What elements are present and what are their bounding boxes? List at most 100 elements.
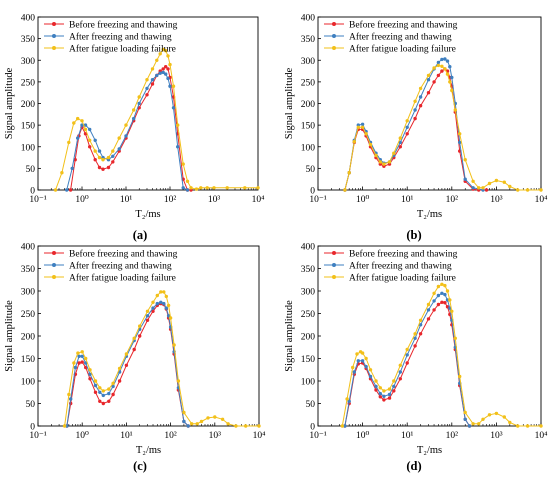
data-point bbox=[150, 67, 155, 71]
data-point bbox=[392, 151, 396, 155]
legend-label: After fatigue loading failure bbox=[349, 273, 456, 284]
data-point bbox=[432, 291, 436, 295]
data-point bbox=[88, 377, 92, 381]
data-point bbox=[378, 395, 382, 399]
data-point bbox=[426, 302, 431, 307]
data-point bbox=[164, 306, 168, 310]
data-point bbox=[525, 424, 530, 428]
y-tick-label: 250 bbox=[301, 310, 316, 320]
data-point bbox=[67, 140, 71, 145]
data-point bbox=[436, 63, 441, 68]
y-axis-label: Signal amplitude bbox=[284, 67, 295, 139]
data-point bbox=[382, 398, 386, 402]
data-point bbox=[463, 410, 467, 415]
data-point bbox=[176, 379, 181, 383]
data-point bbox=[436, 302, 441, 307]
data-point bbox=[432, 299, 436, 303]
y-tick-label: 250 bbox=[21, 78, 36, 88]
data-point bbox=[448, 65, 452, 69]
legend-marker bbox=[332, 46, 336, 50]
data-point bbox=[166, 76, 170, 81]
x-axis-label: T₂/ms bbox=[417, 445, 442, 456]
legend-label: After fatigue loading failure bbox=[69, 44, 176, 55]
data-point bbox=[436, 60, 441, 65]
y-tick-label: 50 bbox=[306, 400, 316, 410]
x-axis-label: T₂/ms bbox=[136, 445, 161, 456]
series-line-2 bbox=[344, 58, 484, 191]
data-point bbox=[413, 336, 417, 340]
legend-label: After freezing and thawing bbox=[349, 32, 452, 43]
data-point bbox=[360, 359, 365, 363]
panel-label: (a) bbox=[133, 228, 148, 242]
data-point bbox=[392, 389, 396, 393]
data-point bbox=[418, 318, 423, 322]
data-point bbox=[101, 158, 105, 162]
data-point bbox=[171, 84, 176, 88]
data-point bbox=[458, 132, 462, 136]
data-point bbox=[347, 399, 351, 403]
data-point bbox=[84, 365, 88, 370]
data-point bbox=[132, 336, 136, 340]
chart-panel-a: 0 50 100 150 200 250 300 350 400 10⁻¹ 10⁰ 10¹ 10² 10³… bbox=[4, 14, 265, 243]
data-point bbox=[368, 142, 373, 147]
data-point bbox=[97, 155, 102, 160]
data-point bbox=[77, 354, 81, 358]
series-line-2 bbox=[344, 292, 470, 427]
x-tick-label: 10⁻¹ bbox=[29, 431, 47, 441]
data-point bbox=[107, 391, 111, 396]
data-point bbox=[111, 149, 115, 153]
y-tick-label: 50 bbox=[306, 165, 316, 175]
data-point bbox=[93, 138, 97, 142]
data-point bbox=[98, 390, 102, 394]
data-point bbox=[182, 419, 186, 424]
data-point bbox=[453, 336, 457, 340]
data-point bbox=[101, 393, 106, 398]
legend-marker bbox=[52, 46, 56, 50]
data-point bbox=[405, 361, 409, 365]
y-tick-label: 0 bbox=[310, 423, 315, 433]
data-point bbox=[101, 389, 106, 393]
x-tick-label: 10⁰ bbox=[75, 195, 89, 205]
data-point bbox=[168, 316, 173, 320]
data-point bbox=[413, 99, 417, 104]
y-tick-label: 0 bbox=[310, 187, 315, 197]
data-point bbox=[487, 181, 492, 186]
data-point bbox=[405, 119, 409, 123]
data-point bbox=[443, 57, 447, 61]
data-point bbox=[159, 300, 163, 304]
data-point bbox=[220, 417, 225, 421]
data-point bbox=[356, 359, 360, 363]
data-point bbox=[392, 379, 396, 383]
data-point bbox=[117, 147, 121, 151]
data-point bbox=[458, 140, 462, 145]
data-point bbox=[368, 368, 373, 372]
data-point bbox=[374, 153, 378, 158]
series-line-2 bbox=[66, 301, 189, 427]
data-point bbox=[453, 108, 457, 112]
y-tick-label: 100 bbox=[301, 378, 316, 388]
data-point bbox=[440, 64, 444, 69]
data-point bbox=[190, 422, 194, 426]
data-point bbox=[111, 381, 115, 385]
data-point bbox=[413, 344, 417, 348]
data-point bbox=[378, 391, 382, 396]
data-point bbox=[145, 78, 149, 82]
y-axis-label: Signal amplitude bbox=[284, 300, 295, 372]
x-tick-label: 10³ bbox=[490, 431, 503, 441]
series-line-1 bbox=[70, 66, 191, 191]
data-point bbox=[164, 65, 168, 69]
data-point bbox=[93, 149, 97, 153]
data-point bbox=[72, 361, 76, 365]
data-point bbox=[436, 73, 441, 78]
chart-panel-d: 0 50 100 150 200 250 300 350 400 10⁻¹ 10⁰ 10¹ 10² 10³… bbox=[284, 243, 548, 474]
y-tick-label: 400 bbox=[301, 14, 316, 24]
data-point bbox=[199, 186, 203, 190]
data-point bbox=[189, 186, 193, 190]
data-point bbox=[111, 384, 115, 389]
data-point bbox=[432, 80, 436, 84]
data-point bbox=[471, 422, 475, 426]
y-tick-label: 50 bbox=[26, 400, 36, 410]
data-point bbox=[352, 139, 356, 144]
y-tick-label: 150 bbox=[21, 355, 36, 365]
data-point bbox=[426, 73, 431, 78]
